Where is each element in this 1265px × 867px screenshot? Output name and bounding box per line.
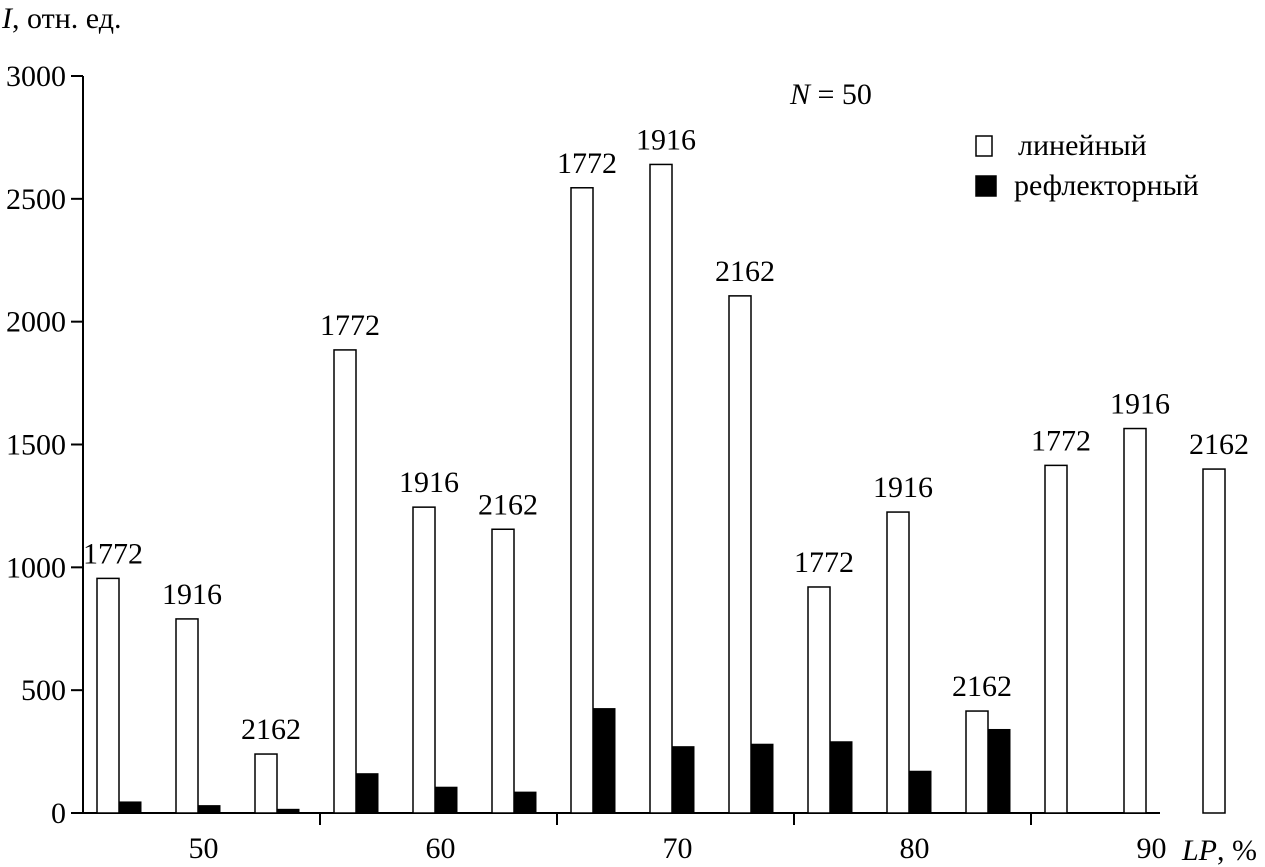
y-tick-label: 0 — [51, 797, 66, 830]
bar-linear — [807, 586, 831, 814]
bar-reflector — [987, 728, 1011, 814]
bar-linear — [965, 710, 989, 814]
bar-sublabel: 1772 — [320, 309, 380, 342]
bar-sublabel: 1772 — [1031, 424, 1091, 457]
bar-sublabel: 1916 — [1110, 388, 1170, 421]
bar-linear — [412, 506, 436, 814]
bar-reflector — [197, 805, 221, 814]
bar-linear — [175, 618, 199, 814]
bar-sublabel: 2162 — [1189, 428, 1249, 461]
bar-linear — [333, 349, 357, 814]
x-category-label: 70 — [663, 832, 693, 865]
legend-label-reflector: рефлекторный — [1014, 169, 1199, 202]
bar-sublabel: 2162 — [478, 488, 538, 521]
bar-linear — [1044, 464, 1068, 814]
bar-reflector — [750, 743, 774, 814]
x-category-label: 50 — [189, 832, 219, 865]
bar-labels: 1772 1916 2162 1772 1916 2162 1772 1916 2162 1772… — [83, 123, 1249, 746]
y-tick-label: 500 — [21, 674, 66, 707]
bar-sublabel: 1772 — [83, 537, 143, 570]
legend-swatch-linear — [975, 135, 993, 157]
bar-reflector — [118, 801, 142, 814]
y-axis-label: I, отн. ед. — [1, 2, 121, 35]
bar-linear — [254, 753, 278, 814]
bar-sublabel: 1916 — [162, 578, 222, 611]
x-category-label: 90 — [1137, 832, 1167, 865]
y-tick-label: 1500 — [6, 429, 66, 462]
legend-swatch-reflector — [975, 175, 997, 197]
bar-sublabel: 2162 — [715, 255, 775, 288]
bar-sublabel: 1772 — [794, 546, 854, 579]
bar-sublabel: 1916 — [873, 471, 933, 504]
bar-reflector — [671, 746, 695, 814]
legend: линейный рефлекторный — [975, 129, 1199, 202]
bar-reflector — [355, 773, 379, 814]
bar-reflector — [829, 741, 853, 814]
bar-reflector — [276, 808, 300, 814]
bar-sublabel: 1916 — [636, 123, 696, 156]
bars — [96, 163, 1226, 814]
bar-linear — [728, 295, 752, 814]
bar-sublabel: 1772 — [557, 147, 617, 180]
bar-reflector — [908, 770, 932, 814]
x-category-label: 60 — [426, 832, 456, 865]
legend-label-linear: линейный — [1018, 129, 1147, 162]
n-annotation: N = 50 — [789, 78, 872, 111]
y-tick-label: 2500 — [6, 183, 66, 216]
axes: 0 500 1000 1500 2000 2500 3000 50 60 70 80 90 — [6, 60, 1167, 865]
x-category-label: 80 — [900, 832, 930, 865]
bar-reflector — [592, 708, 616, 814]
bar-linear — [886, 511, 910, 814]
y-tick-label: 3000 — [6, 60, 66, 93]
bar-sublabel: 1916 — [399, 466, 459, 499]
bar-sublabel: 2162 — [952, 670, 1012, 703]
x-axis-label: LP, % — [1181, 834, 1257, 867]
bar-linear — [1202, 468, 1226, 814]
bar-linear — [1123, 427, 1147, 814]
y-tick-label: 2000 — [6, 306, 66, 339]
bar-linear — [570, 187, 594, 814]
bar-sublabel: 2162 — [241, 713, 301, 746]
bar-linear — [491, 528, 515, 814]
bar-linear — [649, 163, 673, 814]
bar-reflector — [434, 786, 458, 814]
bar-linear — [96, 577, 120, 814]
y-tick-label: 1000 — [6, 551, 66, 584]
bar-reflector — [513, 791, 537, 814]
